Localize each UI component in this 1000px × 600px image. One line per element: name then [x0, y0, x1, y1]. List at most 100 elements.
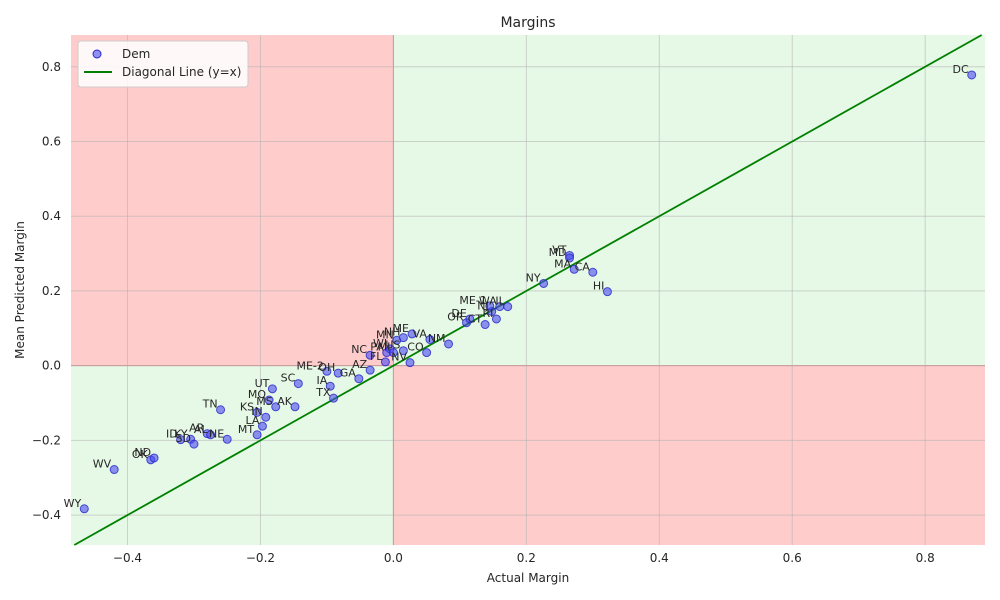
- x-tick-label: 0.0: [384, 551, 403, 565]
- point-sd: [189, 439, 199, 449]
- x-tick-label: −0.4: [113, 551, 142, 565]
- point-label-nc: NC: [351, 343, 367, 356]
- point-id: [176, 435, 186, 445]
- point-ny: [539, 278, 549, 288]
- point-label-ma: MA: [554, 257, 571, 270]
- point-label-ar: AR: [189, 422, 205, 435]
- point-label-nv: NV: [391, 351, 407, 364]
- point-label-ak: AK: [277, 395, 293, 408]
- point-label-sc: SC: [281, 372, 296, 385]
- point-nh: [398, 333, 408, 343]
- point-nv: [405, 358, 415, 368]
- point-me-1: [485, 301, 495, 311]
- point-label-or: OR: [447, 311, 464, 324]
- point-tx: [329, 393, 339, 403]
- point-al: [206, 430, 216, 440]
- point-label-fl: FL: [370, 350, 383, 363]
- axes-lines: [71, 35, 985, 545]
- point-label-me-1: ME-1: [459, 294, 486, 307]
- point-label-nj: NJ: [477, 299, 488, 312]
- point-ri: [491, 314, 501, 324]
- point-label-ri: RI: [483, 307, 494, 320]
- point-ca: [588, 267, 598, 277]
- point-label-dc: DC: [953, 63, 969, 76]
- point-il: [503, 302, 513, 312]
- point-hi: [602, 287, 612, 297]
- point-label-mi: MI: [378, 341, 391, 354]
- diagonal-line: [73, 34, 983, 546]
- point-la: [257, 421, 267, 431]
- point-label-me: ME: [393, 322, 409, 335]
- point-md: [565, 253, 575, 263]
- y-tick-label: 0.8: [42, 60, 61, 74]
- point-label-ia: IA: [316, 374, 327, 387]
- y-tick-labels: −0.4 −0.2 0.0 0.2 0.4 0.6 0.8: [32, 60, 61, 522]
- point-label-tn: TN: [202, 398, 218, 411]
- x-tick-label: −0.2: [246, 551, 275, 565]
- point-ct: [480, 320, 490, 330]
- point-label-id: ID: [166, 428, 178, 441]
- point-label-in: IN: [251, 405, 262, 418]
- y-tick-label: 0.4: [42, 209, 61, 223]
- quadrant-bottom-right: [393, 365, 986, 545]
- point-ga: [354, 374, 364, 384]
- point-oh: [333, 368, 343, 378]
- data-points: [79, 70, 977, 514]
- point-dc: [967, 70, 977, 80]
- point-label-ky: KY: [174, 427, 188, 440]
- point-nm: [444, 339, 454, 349]
- y-tick-label: 0.2: [42, 284, 61, 298]
- point-label-az: AZ: [352, 358, 368, 371]
- point-in: [261, 412, 271, 422]
- legend-box: [77, 40, 249, 88]
- diagonal-line-group: [73, 34, 983, 546]
- point-us: [398, 346, 408, 356]
- point-label-me-2: ME-2: [296, 359, 323, 372]
- point-label-pa: PA: [370, 341, 384, 354]
- point-label-la: LA: [246, 414, 260, 427]
- y-axis-label: Mean Predicted Margin: [13, 221, 27, 359]
- point-ma: [569, 264, 579, 274]
- x-tick-label: 0.8: [916, 551, 935, 565]
- point-label-mo: MO: [248, 388, 266, 401]
- point-az: [365, 365, 375, 375]
- point-ut: [267, 384, 277, 394]
- point-wy: [79, 504, 89, 514]
- point-label-vt: VT: [552, 243, 567, 256]
- point-label-nd: ND: [134, 446, 151, 459]
- point-label-ny: NY: [526, 271, 541, 284]
- quadrant-top-left: [71, 35, 394, 366]
- x-tick-label: 0.4: [650, 551, 669, 565]
- point-mo: [264, 395, 274, 405]
- point-label-ut: UT: [255, 377, 270, 390]
- point-ms: [271, 402, 281, 412]
- chart-title: Margins: [500, 15, 555, 31]
- point-label-md: MD: [549, 246, 567, 259]
- point-label-wy: WY: [64, 497, 82, 510]
- point-label-ks: KS: [240, 400, 254, 413]
- point-label-wi: WI: [373, 337, 387, 350]
- point-fl: [380, 357, 390, 367]
- y-tick-label: 0.6: [42, 134, 61, 148]
- point-label-tx: TX: [315, 386, 331, 399]
- point-label-nm: NM: [428, 332, 446, 345]
- y-tick-label: −0.4: [32, 508, 61, 522]
- x-tick-label: 0.2: [517, 551, 536, 565]
- point-ne: [222, 434, 232, 444]
- point-label-ca: CA: [575, 260, 591, 273]
- legend: Dem Diagonal Line (y=x): [77, 40, 249, 88]
- point-label-ga: GA: [340, 367, 357, 380]
- point-ak: [290, 402, 300, 412]
- point-nc: [365, 350, 375, 360]
- point-label-ok: OK: [132, 448, 149, 461]
- point-label-nh: NH: [384, 326, 401, 339]
- point-va: [425, 335, 435, 345]
- point-label-wa: WA: [479, 295, 497, 308]
- point-sc: [293, 379, 303, 389]
- point-label-wv: WV: [93, 458, 112, 471]
- point-mi: [388, 348, 398, 358]
- point-me-2: [322, 366, 332, 376]
- x-tick-labels: −0.4 −0.2 0.0 0.2 0.4 0.6 0.8: [113, 551, 935, 565]
